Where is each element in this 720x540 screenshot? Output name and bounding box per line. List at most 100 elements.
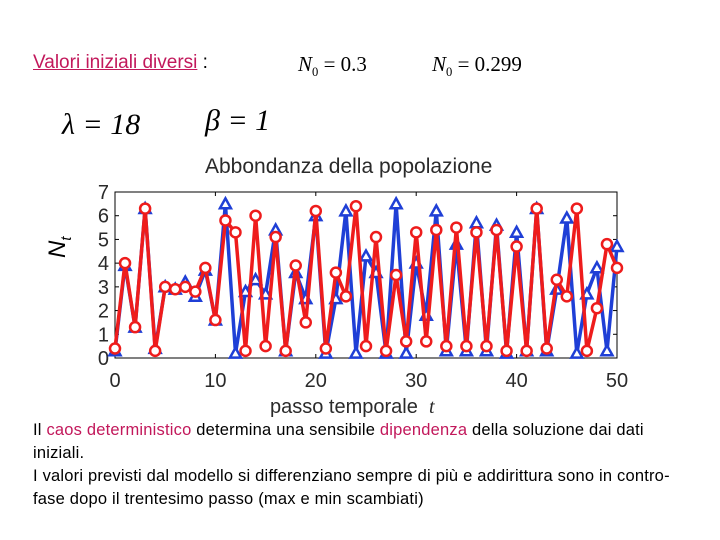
- data-point-circle: [399, 335, 413, 348]
- data-point-circle: [189, 285, 202, 298]
- x-tick-label: 30: [405, 370, 427, 392]
- data-point-circle: [249, 209, 262, 222]
- data-point-circle: [540, 342, 553, 355]
- data-point-triangle: [217, 195, 234, 210]
- data-point-circle: [108, 342, 122, 355]
- y-tick-label: 6: [98, 206, 109, 228]
- data-point-circle: [450, 221, 463, 234]
- data-point-circle: [419, 335, 433, 348]
- initial-value-a-symbol: N: [298, 52, 313, 76]
- data-point-triangle: [569, 345, 585, 359]
- y-tick-label: 4: [98, 253, 109, 275]
- x-axis-label-variable: t: [429, 396, 435, 418]
- data-point-circle: [409, 226, 423, 239]
- data-point-circle: [580, 344, 594, 358]
- data-point-circle: [359, 339, 373, 353]
- slide-heading: Valori iniziali diversi :: [33, 52, 208, 74]
- caption-p1-dependence: dipendenza: [379, 421, 468, 439]
- data-point-circle: [299, 316, 313, 329]
- data-point-circle: [520, 344, 533, 358]
- data-point-circle: [510, 240, 523, 253]
- data-point-circle: [570, 202, 584, 215]
- data-point-circle: [329, 266, 343, 279]
- x-tick-label: 10: [204, 370, 226, 392]
- data-point-circle: [500, 344, 513, 358]
- beta-parameter: β = 1: [205, 104, 271, 137]
- data-point-circle: [389, 268, 403, 282]
- initial-value-b-subscript: 0: [446, 65, 453, 80]
- data-point-circle: [239, 344, 252, 358]
- caption: Il caos deterministico determina una sen…: [33, 419, 693, 511]
- data-point-triangle: [388, 195, 404, 210]
- caption-paragraph-1: Il caos deterministico determina una sen…: [33, 419, 693, 465]
- data-point-circle: [148, 344, 162, 358]
- y-tick-label: 0: [98, 348, 109, 370]
- data-point-triangle: [609, 238, 625, 253]
- x-axis-label-text: passo temporale: [270, 396, 418, 418]
- data-point-triangle: [508, 224, 525, 238]
- data-point-circle: [309, 204, 323, 218]
- caption-p1-chaos: caos deterministico: [46, 421, 192, 439]
- heading-link[interactable]: Valori iniziali diversi: [33, 52, 198, 73]
- data-point-circle: [480, 339, 493, 353]
- initial-value-a-value: = 0.3: [318, 52, 367, 76]
- x-axis-label: passo temporale t: [270, 396, 435, 419]
- data-point-circle: [209, 313, 222, 327]
- data-point-triangle: [338, 202, 354, 217]
- data-point-triangle: [428, 202, 444, 217]
- data-point-triangle: [358, 247, 374, 262]
- initial-value-a-subscript: 0: [312, 65, 319, 80]
- heading-colon: :: [197, 52, 208, 73]
- x-tick-label: 40: [505, 370, 527, 392]
- x-tick-label: 50: [606, 370, 628, 392]
- initial-value-b-symbol: N: [432, 52, 447, 76]
- caption-paragraph-2: I valori previsti dal modello si differe…: [33, 467, 670, 508]
- data-point-circle: [339, 290, 353, 303]
- caption-p1-a: Il: [33, 421, 47, 439]
- data-point-triangle: [468, 214, 485, 229]
- data-point-circle: [158, 280, 172, 294]
- data-point-triangle: [599, 342, 615, 357]
- lambda-parameter: λ = 18: [62, 108, 141, 141]
- data-point-circle: [610, 261, 624, 275]
- caption-p1-e: della soluzione dai dati iniziali.: [33, 421, 644, 462]
- data-point-circle: [349, 199, 363, 213]
- data-point-circle: [430, 223, 443, 237]
- initial-value-a: N0 = 0.3: [298, 52, 367, 80]
- data-point-triangle: [247, 271, 264, 286]
- data-point-circle: [460, 339, 473, 353]
- data-point-circle: [550, 273, 564, 286]
- data-point-circle: [138, 202, 152, 215]
- data-point-circle: [590, 301, 604, 315]
- data-point-circle: [118, 256, 132, 270]
- series-line-2: [113, 204, 619, 353]
- initial-value-b-value: = 0.299: [452, 52, 522, 76]
- data-point-circle: [168, 282, 182, 296]
- chart-title: Abbondanza della popolazione: [205, 155, 493, 178]
- x-tick-label: 20: [305, 370, 327, 392]
- data-point-circle: [369, 230, 383, 244]
- caption-p1-c: determina una sensibile: [191, 421, 380, 439]
- y-tick-label: 5: [98, 229, 109, 251]
- data-point-circle: [440, 339, 453, 353]
- data-point-circle: [289, 259, 302, 272]
- data-point-circle: [229, 226, 242, 239]
- data-point-circle: [530, 202, 543, 215]
- data-point-circle: [128, 320, 142, 334]
- y-tick-label: 1: [98, 324, 109, 346]
- data-point-triangle: [398, 345, 414, 359]
- data-point-circle: [470, 226, 483, 239]
- y-tick-label: 2: [98, 301, 109, 323]
- initial-value-b: N0 = 0.299: [432, 52, 522, 80]
- data-point-triangle: [559, 210, 575, 224]
- y-tick-label: 7: [98, 182, 109, 204]
- data-point-circle: [259, 339, 272, 353]
- x-tick-label: 0: [109, 370, 120, 392]
- data-point-circle: [490, 223, 503, 237]
- data-point-circle: [279, 344, 292, 358]
- data-point-circle: [319, 342, 333, 355]
- data-point-circle: [379, 344, 393, 358]
- data-point-circle: [219, 214, 232, 227]
- data-point-circle: [269, 230, 282, 244]
